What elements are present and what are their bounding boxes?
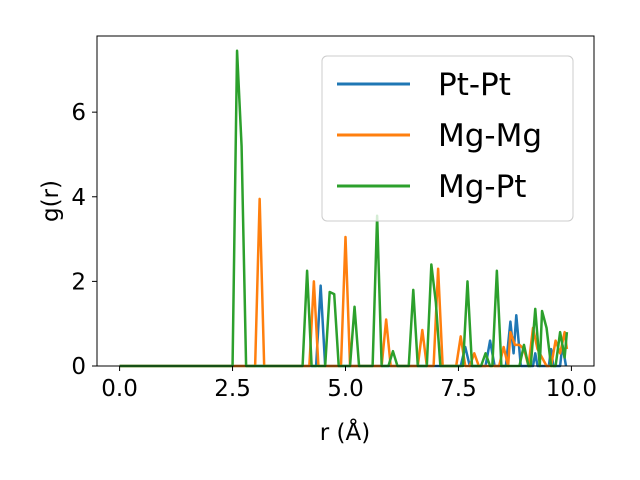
x-tick-label: 10.0 <box>546 376 597 402</box>
y-tick-label: 4 <box>71 185 86 211</box>
x-tick-label: 0.0 <box>101 376 138 402</box>
legend: Pt-Pt Mg-Mg Mg-Pt <box>321 55 574 222</box>
y-axis: 0 2 4 6 <box>71 100 97 380</box>
x-axis: 0.0 2.5 5.0 7.5 10.0 <box>101 366 597 402</box>
legend-label: Mg-Mg <box>438 118 542 154</box>
legend-frame <box>321 55 574 222</box>
y-tick-label: 0 <box>71 354 86 380</box>
legend-label: Pt-Pt <box>438 67 511 103</box>
series-line-mg-pt <box>119 49 569 368</box>
x-tick-label: 2.5 <box>214 376 251 402</box>
y-axis-label: g(r) <box>38 180 64 222</box>
legend-label: Mg-Pt <box>438 169 526 205</box>
x-tick-label: 5.0 <box>327 376 364 402</box>
y-tick-label: 2 <box>71 269 86 295</box>
x-tick-label: 7.5 <box>440 376 477 402</box>
y-tick-label: 6 <box>71 100 86 126</box>
x-axis-label: r (Å) <box>320 418 370 446</box>
